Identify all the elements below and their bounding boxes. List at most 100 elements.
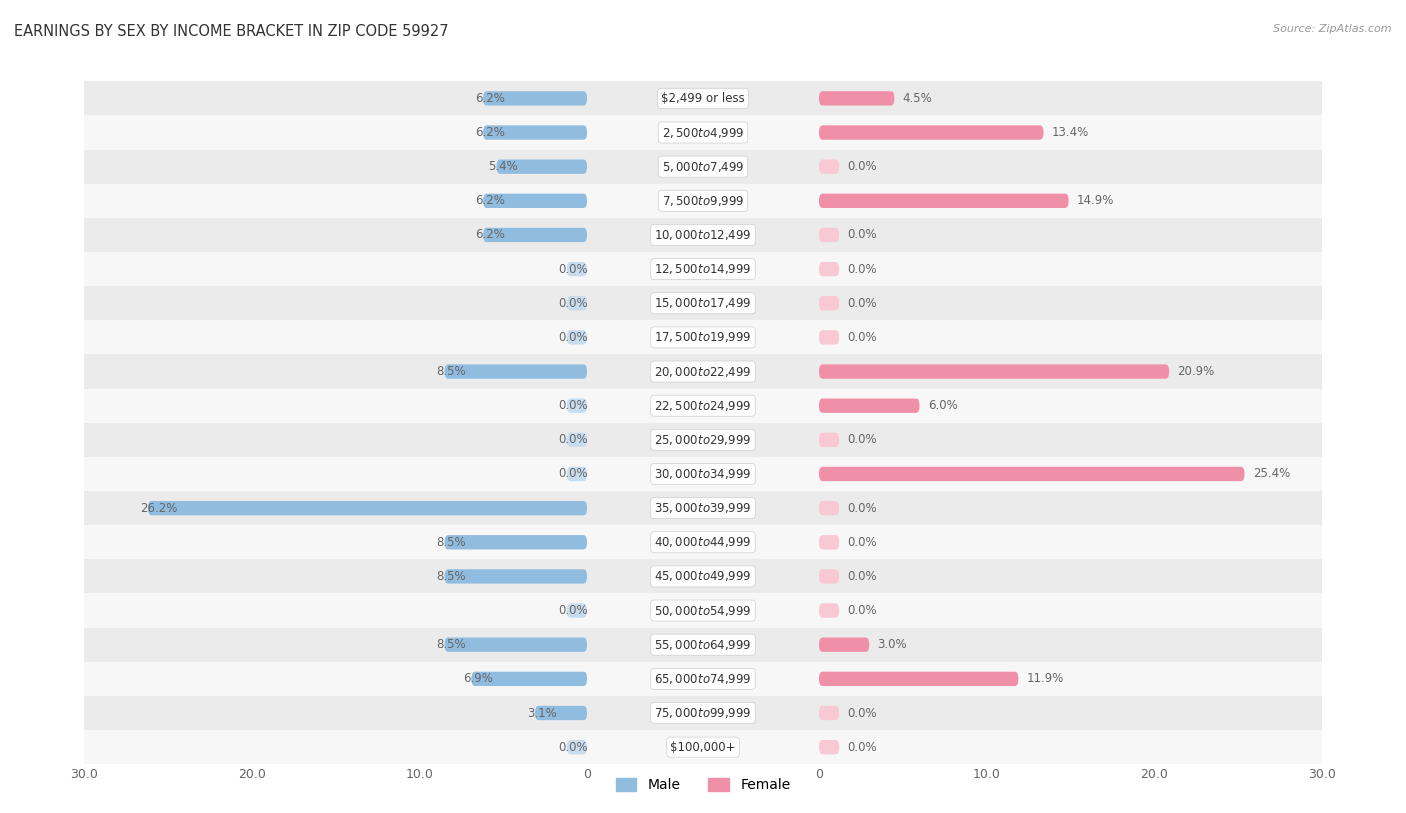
Bar xyxy=(84,423,586,457)
Text: 0.0%: 0.0% xyxy=(848,502,877,515)
Text: $45,000 to $49,999: $45,000 to $49,999 xyxy=(654,569,752,584)
FancyBboxPatch shape xyxy=(818,125,1043,140)
Text: 26.2%: 26.2% xyxy=(139,502,177,515)
Bar xyxy=(818,593,1322,628)
Text: $40,000 to $44,999: $40,000 to $44,999 xyxy=(654,535,752,550)
Bar xyxy=(818,320,1322,354)
FancyBboxPatch shape xyxy=(818,603,839,618)
Bar xyxy=(586,593,818,628)
Bar xyxy=(586,115,818,150)
Text: $65,000 to $74,999: $65,000 to $74,999 xyxy=(654,672,752,686)
Bar xyxy=(84,354,586,389)
Text: $15,000 to $17,499: $15,000 to $17,499 xyxy=(654,296,752,311)
FancyBboxPatch shape xyxy=(567,398,586,413)
Text: $5,000 to $7,499: $5,000 to $7,499 xyxy=(662,159,744,174)
Bar xyxy=(586,184,818,218)
Bar xyxy=(84,218,586,252)
Bar xyxy=(586,389,818,423)
Text: $35,000 to $39,999: $35,000 to $39,999 xyxy=(654,501,752,515)
FancyBboxPatch shape xyxy=(567,603,586,618)
FancyBboxPatch shape xyxy=(818,467,1244,481)
FancyBboxPatch shape xyxy=(567,467,586,481)
Text: 0.0%: 0.0% xyxy=(848,604,877,617)
Bar xyxy=(84,389,586,423)
Text: 6.2%: 6.2% xyxy=(475,194,505,207)
FancyBboxPatch shape xyxy=(818,637,869,652)
Bar xyxy=(84,491,586,525)
Bar xyxy=(84,81,586,115)
Text: 0.0%: 0.0% xyxy=(558,741,588,754)
FancyBboxPatch shape xyxy=(567,433,586,447)
Bar xyxy=(84,662,586,696)
Bar xyxy=(818,354,1322,389)
Text: $17,500 to $19,999: $17,500 to $19,999 xyxy=(654,330,752,345)
Bar xyxy=(84,525,586,559)
Bar xyxy=(586,559,818,593)
FancyBboxPatch shape xyxy=(818,228,839,242)
Bar xyxy=(586,730,818,764)
Text: 0.0%: 0.0% xyxy=(558,399,588,412)
Text: 0.0%: 0.0% xyxy=(848,160,877,173)
Text: Source: ZipAtlas.com: Source: ZipAtlas.com xyxy=(1274,24,1392,34)
FancyBboxPatch shape xyxy=(818,159,839,174)
Text: 4.5%: 4.5% xyxy=(903,92,932,105)
Text: $30,000 to $34,999: $30,000 to $34,999 xyxy=(654,467,752,481)
Text: 0.0%: 0.0% xyxy=(848,263,877,276)
FancyBboxPatch shape xyxy=(536,706,586,720)
Text: 0.0%: 0.0% xyxy=(848,536,877,549)
Text: $100,000+: $100,000+ xyxy=(671,741,735,754)
Text: 8.5%: 8.5% xyxy=(436,536,465,549)
Bar xyxy=(586,218,818,252)
Bar xyxy=(586,525,818,559)
Text: 0.0%: 0.0% xyxy=(558,297,588,310)
Bar xyxy=(84,559,586,593)
Text: 3.0%: 3.0% xyxy=(877,638,907,651)
Text: 6.2%: 6.2% xyxy=(475,228,505,241)
Bar xyxy=(818,184,1322,218)
Bar xyxy=(586,423,818,457)
Bar xyxy=(818,286,1322,320)
Bar xyxy=(586,628,818,662)
Text: 0.0%: 0.0% xyxy=(848,228,877,241)
Bar xyxy=(586,81,818,115)
Bar xyxy=(818,525,1322,559)
FancyBboxPatch shape xyxy=(818,672,1018,686)
Text: $75,000 to $99,999: $75,000 to $99,999 xyxy=(654,706,752,720)
Bar xyxy=(84,150,586,184)
Text: 0.0%: 0.0% xyxy=(558,331,588,344)
Text: $12,500 to $14,999: $12,500 to $14,999 xyxy=(654,262,752,276)
Text: 8.5%: 8.5% xyxy=(436,570,465,583)
Bar xyxy=(818,457,1322,491)
FancyBboxPatch shape xyxy=(818,398,920,413)
Bar xyxy=(586,286,818,320)
FancyBboxPatch shape xyxy=(818,296,839,311)
Text: $2,499 or less: $2,499 or less xyxy=(661,92,745,105)
Bar xyxy=(84,286,586,320)
FancyBboxPatch shape xyxy=(148,501,586,515)
FancyBboxPatch shape xyxy=(818,569,839,584)
FancyBboxPatch shape xyxy=(444,637,586,652)
Bar xyxy=(818,252,1322,286)
Text: 3.1%: 3.1% xyxy=(527,706,557,720)
Bar xyxy=(84,730,586,764)
Bar xyxy=(818,389,1322,423)
Text: 0.0%: 0.0% xyxy=(848,433,877,446)
Text: $50,000 to $54,999: $50,000 to $54,999 xyxy=(654,603,752,618)
Bar xyxy=(586,662,818,696)
FancyBboxPatch shape xyxy=(444,569,586,584)
Bar xyxy=(586,491,818,525)
Bar xyxy=(84,184,586,218)
Text: $22,500 to $24,999: $22,500 to $24,999 xyxy=(654,398,752,413)
Bar xyxy=(818,81,1322,115)
Bar xyxy=(818,696,1322,730)
Text: 0.0%: 0.0% xyxy=(848,570,877,583)
Bar xyxy=(818,628,1322,662)
Bar xyxy=(586,320,818,354)
FancyBboxPatch shape xyxy=(471,672,586,686)
Text: 8.5%: 8.5% xyxy=(436,365,465,378)
Text: $10,000 to $12,499: $10,000 to $12,499 xyxy=(654,228,752,242)
Text: 0.0%: 0.0% xyxy=(848,741,877,754)
Bar xyxy=(818,491,1322,525)
Text: 0.0%: 0.0% xyxy=(848,331,877,344)
Bar xyxy=(818,423,1322,457)
